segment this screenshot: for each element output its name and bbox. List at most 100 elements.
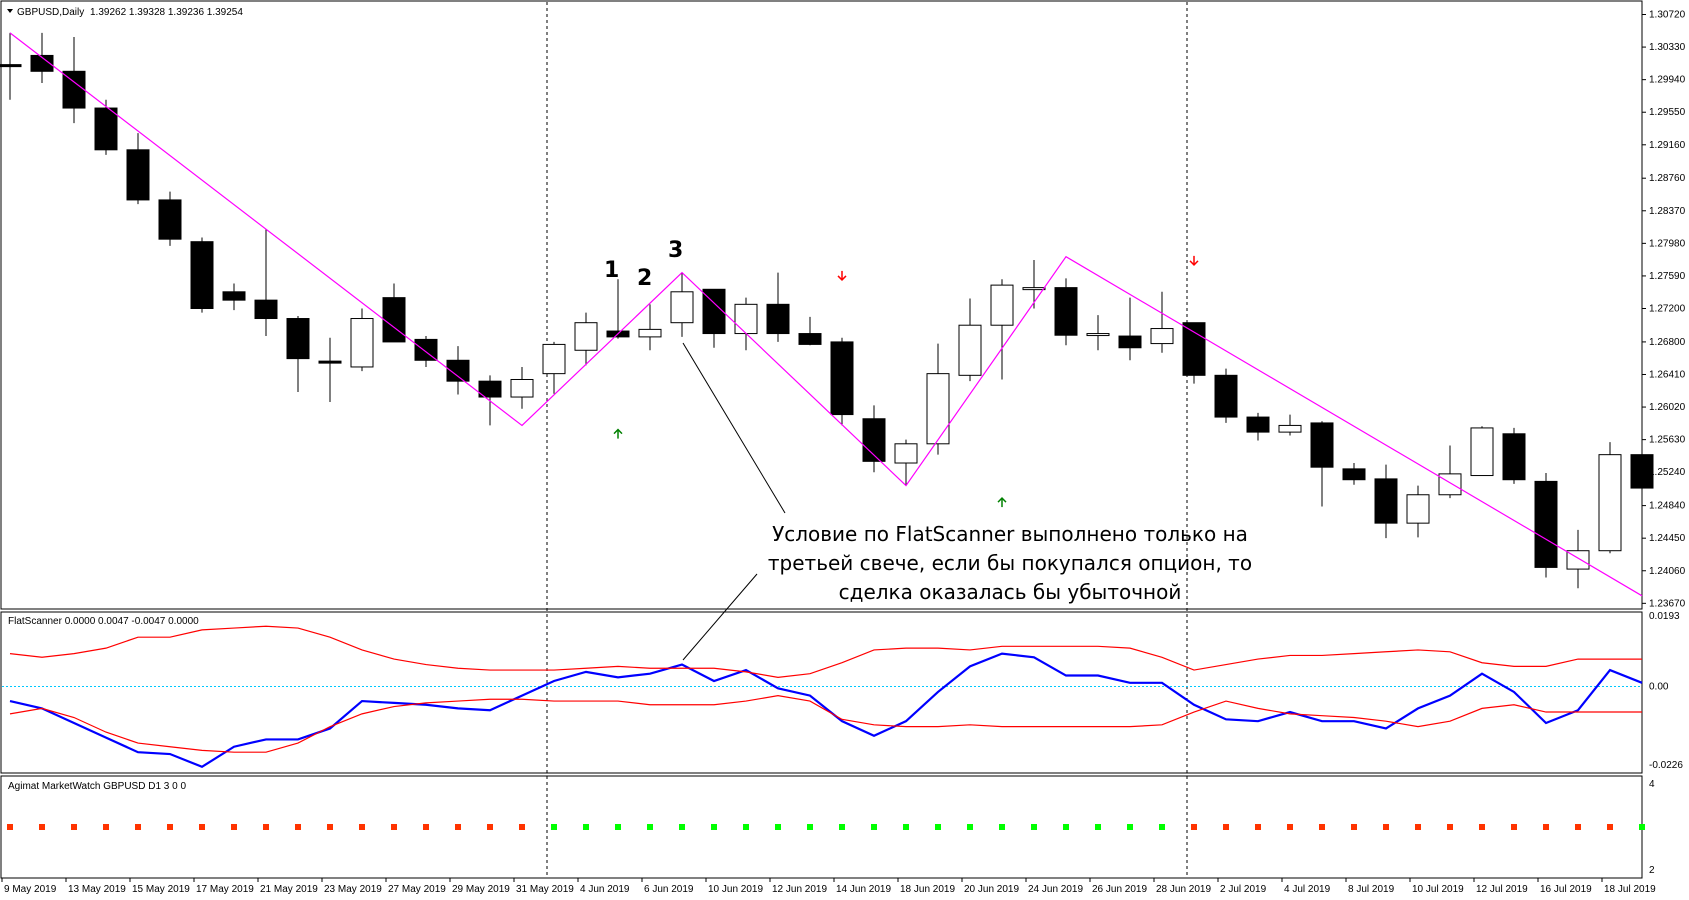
callout-pointer-top xyxy=(682,342,786,514)
time-tick-label: 6 Jun 2019 xyxy=(644,884,694,895)
candle-bull xyxy=(990,284,1014,326)
signal-dot xyxy=(487,824,493,830)
candle-bull xyxy=(958,324,982,376)
oscillator-panel-frame xyxy=(0,611,1643,774)
signal-dot xyxy=(1191,824,1197,830)
candle-bear xyxy=(478,380,502,398)
annotation-line-2: третьей свече, если бы покупался опцион,… xyxy=(768,551,1252,575)
signal-dot xyxy=(135,824,141,830)
osc-tick-label: 0.00 xyxy=(1649,681,1669,692)
candle-bull xyxy=(1470,427,1494,477)
time-tick-label: 18 Jul 2019 xyxy=(1604,884,1656,895)
time-tick-label: 9 May 2019 xyxy=(4,884,57,895)
price-tick-label: 1.24840 xyxy=(1649,501,1686,512)
candle-number-3: 3 xyxy=(668,238,683,263)
zigzag-line xyxy=(9,32,1643,597)
signal-dot xyxy=(455,824,461,830)
marketwatch-panel-frame xyxy=(0,775,1643,879)
time-tick-label: 14 Jun 2019 xyxy=(836,884,891,895)
down-arrow-head xyxy=(1189,260,1199,266)
candle-bull xyxy=(734,303,758,335)
candle-bear xyxy=(190,241,214,310)
signal-dot xyxy=(1031,824,1037,830)
time-tick-label: 28 Jun 2019 xyxy=(1156,884,1211,895)
signal-dot xyxy=(263,824,269,830)
chart-title: GBPUSD,Daily xyxy=(17,7,84,18)
annotation-line-1: Условие по FlatScanner выполнено только … xyxy=(772,522,1248,546)
time-tick-label: 18 Jun 2019 xyxy=(900,884,955,895)
flatscanner-label: FlatScanner 0.0000 0.0047 -0.0047 0.0000 xyxy=(8,616,199,627)
candle-bear xyxy=(798,333,822,345)
candle-bull xyxy=(894,443,918,464)
price-tick-label: 1.29940 xyxy=(1649,75,1686,86)
price-tick-label: 1.27200 xyxy=(1649,304,1686,315)
price-tick-label: 1.30330 xyxy=(1649,42,1686,53)
signal-dot xyxy=(551,824,557,830)
flatscanner-band-line xyxy=(9,625,1642,678)
candle-bear xyxy=(1630,454,1654,489)
candle-bear xyxy=(446,359,470,382)
signal-dot xyxy=(1511,824,1517,830)
signal-dot xyxy=(359,824,365,830)
candle-bull xyxy=(542,343,566,375)
marketwatch-dots xyxy=(7,824,1645,830)
time-tick-label: 10 Jun 2019 xyxy=(708,884,763,895)
signal-dot xyxy=(871,824,877,830)
signal-dot xyxy=(295,824,301,830)
candle-bear xyxy=(830,341,854,416)
candle-bear xyxy=(1182,322,1206,376)
mw-tick-label: 2 xyxy=(1649,865,1655,876)
signal-dot xyxy=(1639,824,1645,830)
time-tick-label: 16 Jul 2019 xyxy=(1540,884,1592,895)
candle-bear xyxy=(382,297,406,343)
candle-bear xyxy=(1534,480,1558,568)
candle-bear xyxy=(94,107,118,151)
candle-bear xyxy=(62,70,86,109)
flatscanner-main-line xyxy=(9,652,1643,769)
signal-dot xyxy=(775,824,781,830)
period-separators xyxy=(546,2,1188,877)
candle-bear xyxy=(414,338,438,361)
signal-dot xyxy=(647,824,653,830)
candle-bear xyxy=(1246,416,1270,433)
dropdown-triangle-icon[interactable] xyxy=(7,9,13,13)
price-tick-label: 1.27590 xyxy=(1649,271,1686,282)
signal-dot xyxy=(967,824,973,830)
osc-tick-label: -0.0226 xyxy=(1649,760,1683,771)
candle-bear xyxy=(1054,287,1078,336)
time-tick-label: 15 May 2019 xyxy=(132,884,190,895)
signal-dot xyxy=(743,824,749,830)
time-tick-label: 26 Jun 2019 xyxy=(1092,884,1147,895)
time-tick-label: 20 Jun 2019 xyxy=(964,884,1019,895)
up-arrow-head xyxy=(997,497,1007,503)
signal-dot xyxy=(583,824,589,830)
signal-dot xyxy=(167,824,173,830)
flatscanner-lines xyxy=(2,625,1643,769)
callout-pointer-bottom xyxy=(682,573,758,661)
signal-dot xyxy=(935,824,941,830)
candle-bear xyxy=(158,199,182,240)
signal-dot xyxy=(199,824,205,830)
signal-dot xyxy=(1447,824,1453,830)
annotation-line-3: сделка оказалась бы убыточной xyxy=(839,580,1182,604)
flatscanner-band-line xyxy=(9,694,1642,753)
candle-bear xyxy=(1214,374,1238,418)
signal-dot xyxy=(903,824,909,830)
signal-dot xyxy=(1127,824,1133,830)
candle-bear xyxy=(126,149,150,201)
candle-bull xyxy=(574,322,598,351)
time-tick-label: 17 May 2019 xyxy=(196,884,254,895)
signal-dot xyxy=(391,824,397,830)
signal-dot xyxy=(1351,824,1357,830)
candle-bull xyxy=(1598,454,1622,552)
signal-dot xyxy=(231,824,237,830)
candle-bear xyxy=(30,54,54,72)
candle-bull xyxy=(926,373,950,445)
candle-bear xyxy=(222,291,246,301)
signal-dot xyxy=(999,824,1005,830)
signal-dot xyxy=(327,824,333,830)
candle-bull xyxy=(670,291,694,324)
candle-bear xyxy=(1374,478,1398,524)
signal-dot xyxy=(1159,824,1165,830)
